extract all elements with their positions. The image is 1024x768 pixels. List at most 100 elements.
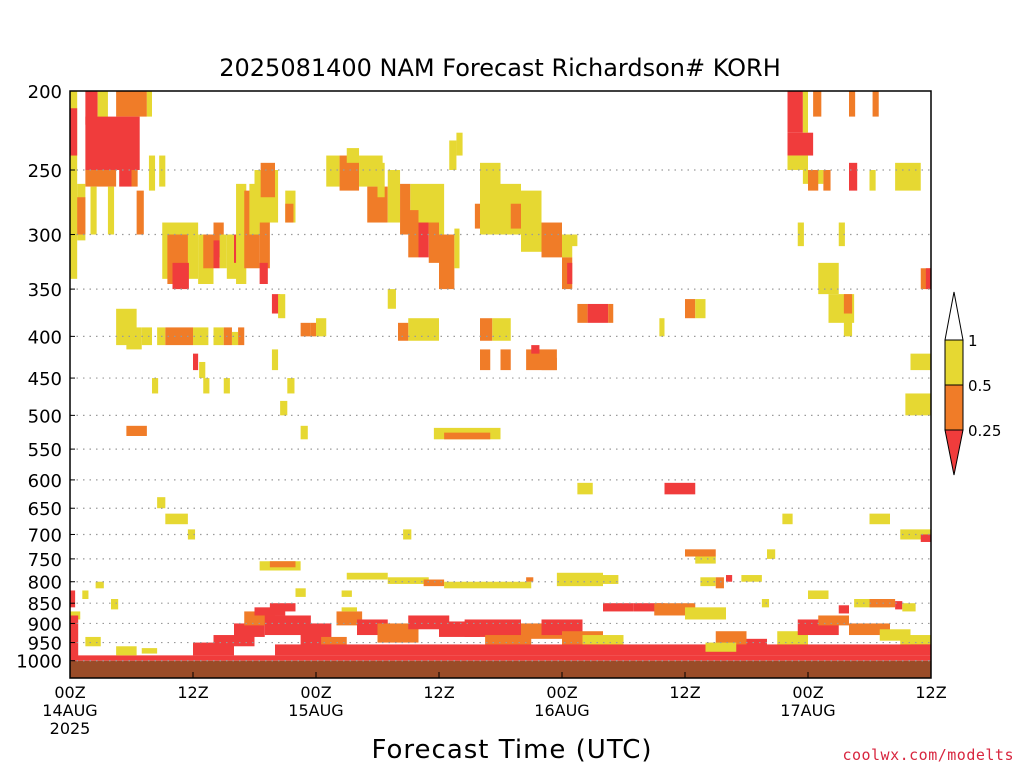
ri-cell-yellow — [456, 132, 463, 156]
ri-cell-orange — [872, 91, 879, 117]
x-tick-label: 12Z — [177, 683, 208, 702]
ri-cell-orange — [423, 579, 445, 587]
legend-swatch-orange — [944, 384, 964, 431]
y-tick-label: 300 — [28, 226, 62, 247]
ri-cell-red — [531, 345, 540, 354]
ri-cell-yellow — [838, 222, 845, 247]
ri-cell-red — [726, 575, 733, 582]
y-tick-label: 750 — [28, 550, 62, 571]
x-tick-label: 00Z — [792, 683, 823, 702]
ri-cell-yellow — [782, 513, 793, 525]
x-tick-label: 12Z — [915, 683, 946, 702]
ri-cell-yellow — [387, 169, 401, 223]
ri-cell-yellow — [141, 648, 158, 654]
ri-cell-yellow — [213, 327, 224, 346]
ri-cell-yellow — [808, 590, 829, 600]
ri-cell-red — [633, 603, 665, 612]
x-tick-label: 12Z — [423, 683, 454, 702]
y-tick-label: 950 — [28, 634, 62, 655]
x-tick-label: 00Z — [300, 683, 331, 702]
ri-cell-yellow — [278, 294, 286, 319]
ri-cell-red — [275, 644, 644, 656]
ri-cell-orange — [577, 303, 588, 323]
ri-cell-orange — [213, 222, 224, 258]
x-tick-label: 15AUG — [288, 701, 343, 720]
ri-cell-yellow — [902, 603, 916, 612]
ri-cell-orange — [480, 318, 493, 341]
ri-cell-red — [70, 655, 931, 661]
ri-cell-orange — [408, 210, 419, 258]
x-axis-label: Forecast Time (UTC) — [371, 735, 652, 765]
legend-label: 0.25 — [968, 422, 1001, 440]
ri-cell-yellow — [818, 262, 839, 295]
ri-cell-yellow — [295, 588, 306, 597]
x-tick-label: 2025 — [50, 719, 91, 738]
ri-cell-orange — [223, 327, 232, 346]
ri-cell-orange — [813, 91, 822, 117]
ri-cell-yellow — [449, 140, 457, 170]
y-tick-label: 700 — [28, 525, 62, 546]
ri-cell-orange — [869, 599, 896, 608]
ri-cell-yellow — [797, 222, 804, 247]
ri-cell-yellow — [126, 327, 142, 350]
ri-cell-red — [271, 294, 281, 314]
ri-cell-orange — [808, 169, 819, 191]
ri-cell-yellow — [70, 91, 78, 279]
y-tick-label: 350 — [28, 280, 62, 301]
ri-cell-orange — [715, 631, 747, 647]
ri-cell-orange — [474, 203, 480, 229]
ri-cell-red — [925, 268, 931, 290]
ri-cell-red — [70, 615, 79, 661]
ri-cell-orange — [300, 322, 311, 337]
ri-cell-yellow — [408, 318, 439, 341]
site-credit: coolwx.com/modelts — [842, 746, 1014, 764]
ri-cell-yellow — [895, 162, 921, 191]
ri-cell-red — [587, 303, 609, 323]
ri-cell-red — [920, 534, 931, 542]
ri-cell-red — [85, 116, 140, 170]
ri-cell-orange — [541, 222, 562, 258]
ri-cell-red — [172, 262, 189, 290]
y-tick-label: 400 — [28, 327, 62, 348]
ri-cell-orange — [131, 169, 138, 187]
ri-cell-orange — [500, 349, 511, 371]
ri-cell-yellow — [444, 581, 501, 589]
ri-cell-orange — [715, 577, 724, 589]
ri-cell-red — [264, 615, 311, 636]
ri-cell-orange — [608, 303, 614, 323]
ground-rect — [70, 660, 931, 678]
y-tick-label: 900 — [28, 614, 62, 635]
y-tick-label: 200 — [28, 82, 62, 103]
ri-cell-yellow — [287, 378, 295, 394]
ri-cell-red — [603, 603, 634, 612]
ri-cell-orange — [136, 190, 144, 235]
ri-cell-yellow — [236, 183, 247, 285]
ri-cell-red — [193, 353, 199, 371]
ri-cell-yellow — [387, 577, 429, 584]
ri-cell-yellow — [326, 155, 340, 187]
y-tick-label: 450 — [28, 369, 62, 390]
ri-cell-yellow — [377, 162, 385, 198]
ri-cell-yellow — [556, 572, 603, 587]
x-tick-label: 00Z — [546, 683, 577, 702]
ri-cell-yellow — [787, 155, 808, 170]
ri-cell-yellow — [141, 327, 152, 346]
ri-cell-orange — [480, 349, 491, 371]
ri-cell-yellow — [203, 378, 210, 394]
legend-swatch-red — [944, 429, 964, 476]
ri-cell-red — [787, 644, 931, 656]
ri-cell-yellow — [577, 482, 593, 495]
ri-cell-yellow — [271, 349, 279, 371]
ri-cell-yellow — [223, 378, 230, 394]
ri-cell-red — [213, 635, 255, 647]
ri-cell-yellow — [879, 629, 911, 641]
ri-cell-red — [70, 590, 76, 608]
ri-cell-orange — [823, 169, 831, 191]
ri-cell-yellow — [148, 155, 156, 191]
ri-cell-yellow — [705, 642, 737, 652]
ri-cell-yellow — [95, 581, 104, 589]
ri-cell-red — [895, 601, 903, 610]
ri-cell-orange — [165, 327, 193, 346]
ri-cell-orange — [260, 162, 275, 198]
